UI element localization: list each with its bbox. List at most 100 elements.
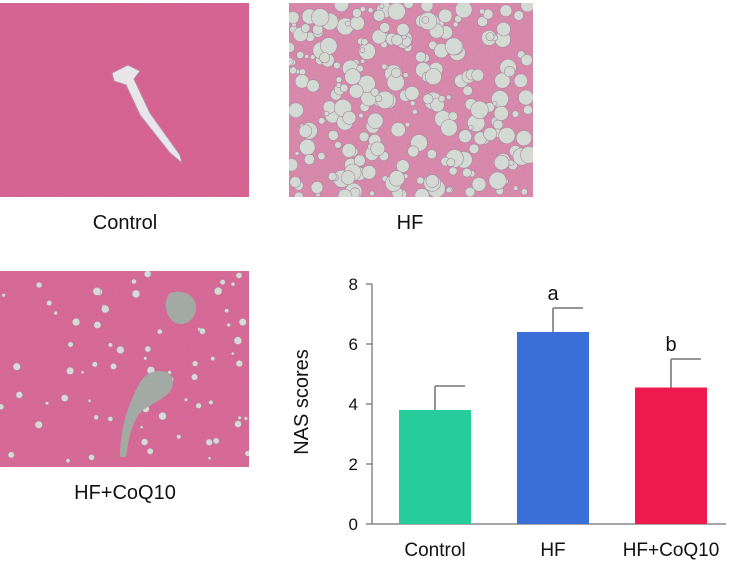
fat-droplet — [191, 373, 198, 381]
fat-droplet — [448, 166, 458, 176]
fat-droplet — [462, 85, 473, 96]
fat-droplet — [416, 176, 425, 185]
fat-droplet — [91, 361, 98, 368]
fat-droplet — [371, 29, 387, 45]
fat-droplet — [477, 16, 488, 27]
fat-droplet — [352, 8, 362, 18]
fat-droplet — [471, 177, 487, 192]
fat-droplet — [289, 102, 304, 119]
fat-droplet — [299, 139, 316, 156]
fat-droplet — [15, 391, 23, 399]
fat-droplet — [289, 176, 301, 188]
fat-droplet — [344, 68, 361, 85]
fat-droplet — [289, 66, 297, 75]
fat-droplet — [504, 66, 516, 78]
fat-droplet — [374, 94, 383, 103]
fat-droplet — [387, 3, 406, 21]
fat-droplet — [289, 42, 295, 53]
caption-hf: HF — [396, 212, 424, 234]
fat-droplet — [231, 351, 235, 356]
fat-droplet — [358, 112, 364, 119]
fat-droplet — [407, 145, 420, 158]
micrograph-control — [0, 3, 249, 197]
x-tick-label: HF — [540, 540, 565, 561]
micrograph-control-image — [0, 3, 249, 197]
bar-control — [399, 410, 471, 524]
fat-droplet — [373, 9, 386, 22]
fat-droplet — [333, 61, 341, 70]
fat-droplet — [1, 293, 6, 298]
fat-droplet — [205, 438, 213, 446]
fat-droplet — [367, 112, 384, 129]
fat-droplet — [513, 73, 528, 88]
fat-droplet — [144, 271, 152, 278]
fat-droplet — [310, 54, 316, 60]
y-tick-label: 2 — [349, 455, 358, 474]
fat-droplet — [470, 100, 489, 119]
fat-droplet — [496, 21, 511, 37]
fat-droplet — [479, 8, 485, 15]
fat-droplet — [414, 188, 430, 197]
fat-droplet — [311, 8, 330, 27]
fat-droplet — [237, 415, 242, 420]
fat-droplet — [226, 322, 231, 328]
fat-droplet — [370, 141, 385, 157]
fat-droplet — [157, 328, 163, 335]
fat-droplet — [304, 54, 309, 59]
fat-droplet — [390, 67, 402, 79]
fat-droplet — [65, 458, 71, 464]
fat-droplet — [140, 438, 149, 446]
fat-droplet — [158, 411, 167, 421]
fat-droplet — [35, 281, 43, 289]
x-tick-label: Control — [404, 540, 465, 561]
fat-droplet — [402, 72, 409, 78]
fat-droplet — [350, 15, 365, 31]
fat-droplet — [388, 170, 405, 187]
fat-droplet — [289, 57, 294, 66]
fat-droplet — [66, 366, 75, 375]
fat-droplet — [353, 154, 366, 167]
fat-droplet — [341, 143, 357, 158]
fat-droplet — [358, 131, 370, 143]
fat-droplet — [396, 159, 410, 173]
fat-droplet — [404, 86, 420, 101]
fat-droplet — [298, 124, 313, 138]
fat-droplet — [452, 21, 459, 28]
fat-droplet — [462, 167, 472, 178]
fat-droplet — [323, 110, 330, 117]
fat-droplet — [244, 450, 249, 457]
micrograph-hf-coq10 — [0, 271, 249, 467]
fat-droplet — [409, 100, 416, 107]
fat-droplet — [361, 38, 369, 46]
significance-label: a — [547, 283, 559, 305]
fat-droplet — [492, 101, 498, 107]
fat-droplet — [520, 54, 533, 67]
fat-droplet — [12, 362, 21, 371]
fat-droplet — [34, 420, 43, 429]
fat-droplet — [210, 356, 216, 361]
fat-droplet — [492, 119, 504, 131]
fat-droplet — [176, 434, 182, 440]
fat-droplet — [369, 190, 375, 197]
fat-droplet — [379, 22, 390, 33]
fat-droplet — [493, 154, 510, 171]
micrograph-hf-coq10-image — [0, 271, 249, 467]
fat-droplet — [60, 394, 69, 402]
fat-droplet — [468, 143, 480, 155]
fat-droplet — [199, 327, 206, 335]
fat-droplet — [318, 117, 326, 125]
fat-droplet — [438, 95, 446, 103]
fat-droplet — [422, 93, 434, 105]
fat-droplet — [80, 370, 85, 375]
fat-droplet — [468, 124, 474, 131]
fat-droplet — [390, 122, 406, 138]
bar-hf — [517, 332, 589, 524]
fat-droplet — [415, 51, 427, 63]
y-axis-label: NAS scores — [291, 349, 313, 455]
fat-droplet — [234, 420, 242, 428]
fat-droplet — [438, 8, 453, 23]
fat-droplet — [93, 414, 99, 420]
fat-droplet — [131, 278, 137, 285]
fat-droplet — [296, 50, 305, 59]
fat-droplet — [381, 63, 388, 70]
